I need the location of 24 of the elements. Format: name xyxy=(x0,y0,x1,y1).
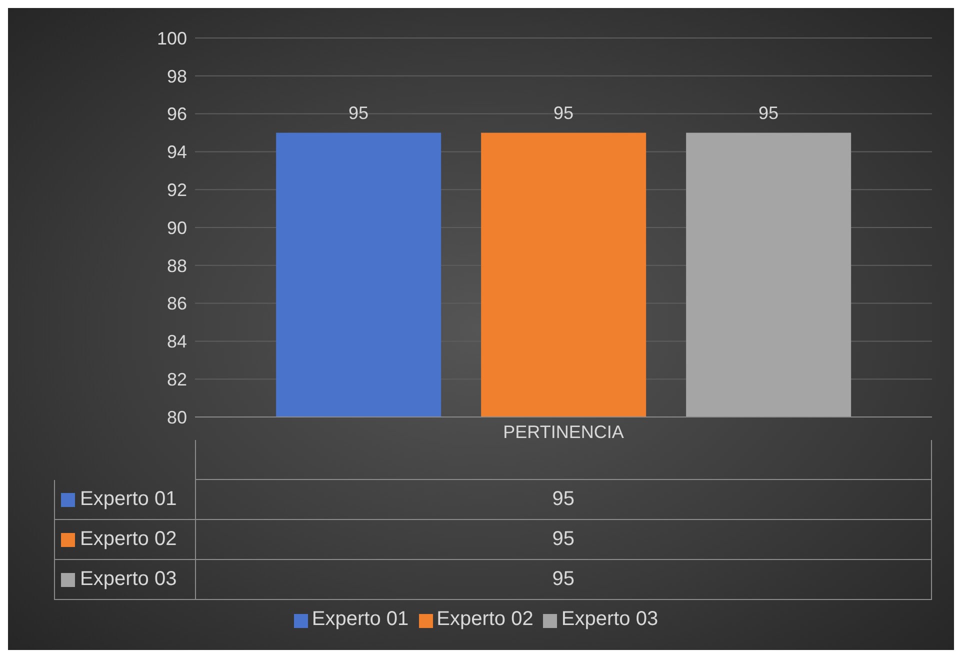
legend-label: Experto 01 xyxy=(80,488,177,511)
y-tick-label: 98 xyxy=(166,66,187,86)
data-label: 95 xyxy=(348,102,369,123)
data-label: 95 xyxy=(554,102,574,123)
x-tick-label: PERTINENCIA xyxy=(503,422,624,442)
y-tick-label: 94 xyxy=(166,142,187,162)
y-tick-label: 80 xyxy=(166,407,187,428)
text: 95 xyxy=(552,528,574,550)
text: Experto 01 xyxy=(312,608,409,630)
text: 95 xyxy=(552,568,574,590)
y-tick-label: 82 xyxy=(166,369,187,390)
legend-label: Experto 03 xyxy=(561,608,658,630)
text: Experto 02 xyxy=(80,528,177,550)
y-tick-label: 84 xyxy=(166,332,187,352)
text: Experto 03 xyxy=(80,568,177,590)
y-tick-label: 92 xyxy=(166,180,187,200)
y-tick-label: 90 xyxy=(166,218,187,238)
y-tick-label: 96 xyxy=(166,104,187,124)
y-tick-label: 86 xyxy=(166,294,187,314)
text: 95 xyxy=(552,488,574,510)
legend-label: Experto 02 xyxy=(436,608,534,630)
y-tick-label: 88 xyxy=(166,256,187,276)
y-tick-label: 100 xyxy=(156,28,187,48)
data-label: 95 xyxy=(758,102,779,123)
